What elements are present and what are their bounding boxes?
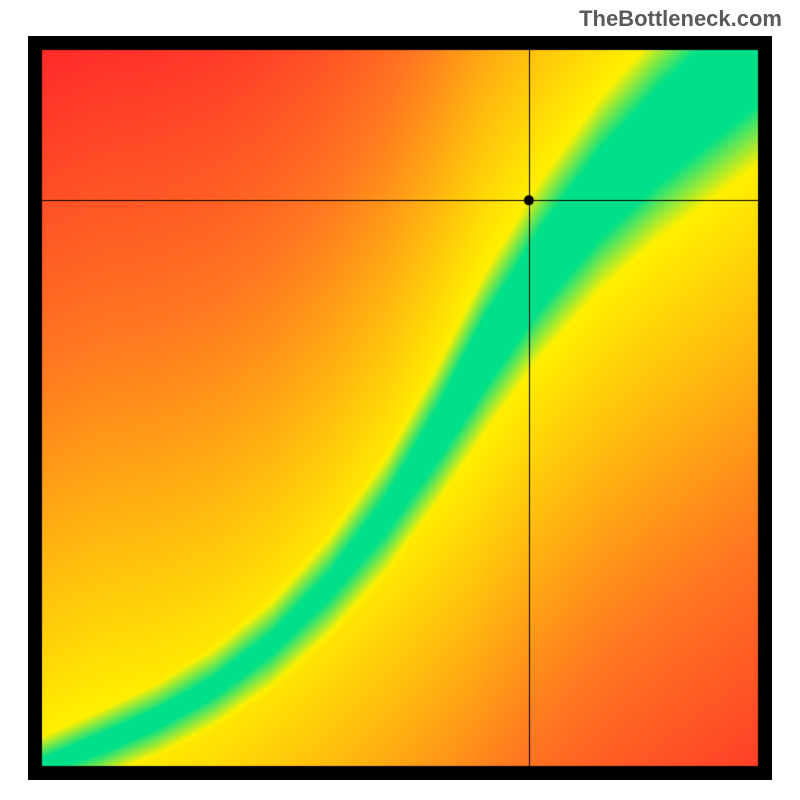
bottleneck-heatmap	[28, 36, 772, 780]
watermark-text: TheBottleneck.com	[579, 6, 782, 32]
heatmap-canvas	[28, 36, 772, 780]
root: TheBottleneck.com	[0, 0, 800, 800]
